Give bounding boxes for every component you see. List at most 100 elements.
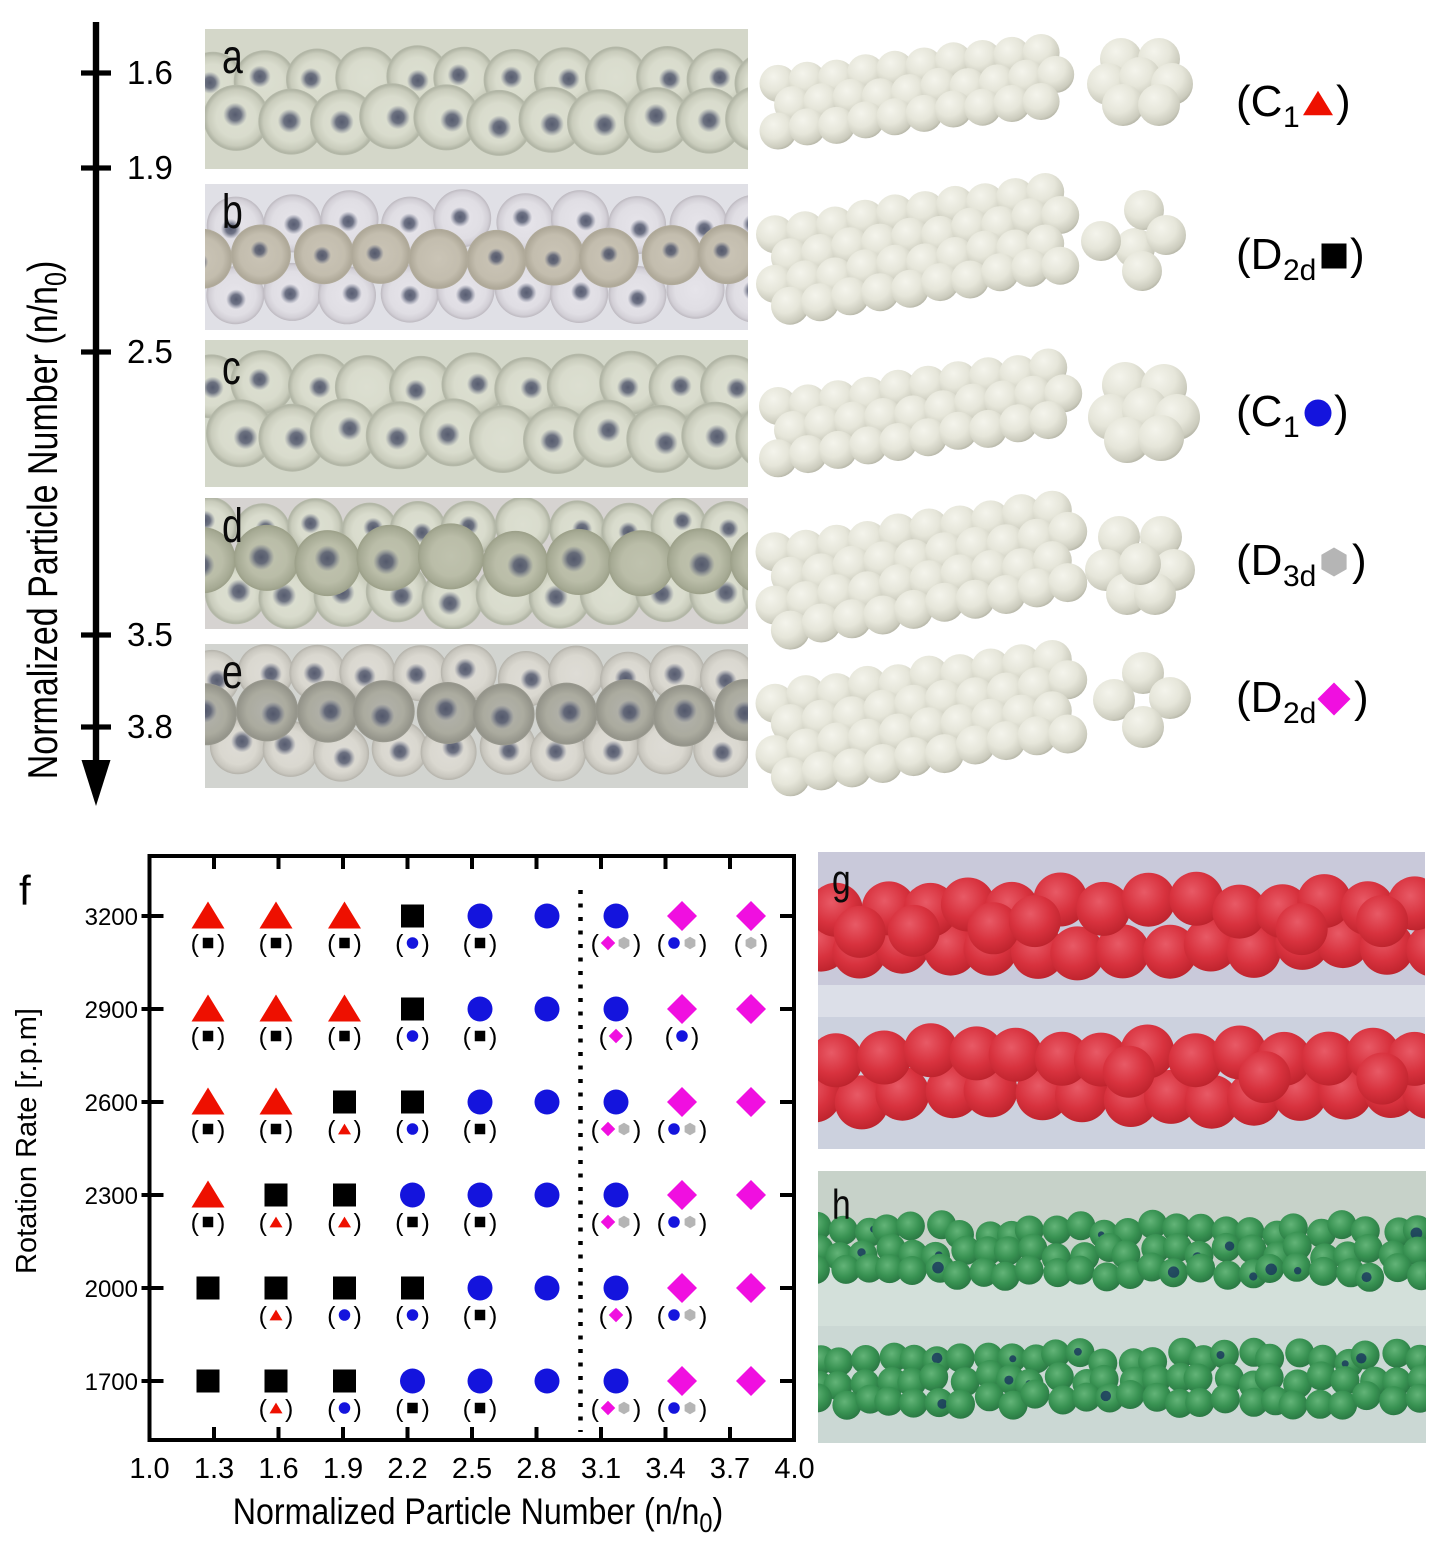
svg-text:1.0: 1.0 [129, 1453, 169, 1485]
svg-text:): ) [1352, 536, 1367, 585]
svg-text:3.5: 3.5 [127, 616, 173, 653]
svg-text:2900: 2900 [85, 997, 138, 1024]
svg-text:1.3: 1.3 [194, 1453, 234, 1485]
svg-text:): ) [422, 1023, 430, 1051]
svg-text:(D: (D [1236, 673, 1282, 722]
svg-text:3.8: 3.8 [127, 708, 173, 745]
svg-text:c: c [222, 342, 241, 396]
svg-text:): ) [1334, 387, 1349, 436]
svg-text:1.6: 1.6 [258, 1453, 298, 1485]
svg-text:(: ( [191, 1116, 200, 1144]
svg-text:(D: (D [1236, 230, 1282, 279]
svg-text:): ) [489, 1395, 497, 1423]
svg-text:h: h [832, 1183, 851, 1229]
svg-text:(: ( [591, 1116, 600, 1144]
svg-text:1.6: 1.6 [127, 54, 173, 91]
svg-text:(: ( [657, 1116, 666, 1144]
svg-text:(: ( [327, 930, 336, 958]
svg-text:(: ( [463, 1209, 472, 1237]
svg-text:1.9: 1.9 [323, 1453, 363, 1485]
svg-text:(: ( [463, 1116, 472, 1144]
svg-text:): ) [285, 1395, 293, 1423]
svg-text:(: ( [191, 1209, 200, 1237]
svg-text:(: ( [463, 930, 472, 958]
svg-text:(: ( [395, 1209, 404, 1237]
svg-text:d: d [222, 500, 243, 554]
svg-text:2d: 2d [1283, 697, 1316, 730]
svg-text:2600: 2600 [85, 1090, 138, 1117]
svg-text:(: ( [327, 1209, 336, 1237]
svg-text:): ) [422, 1209, 430, 1237]
svg-text:Rotation Rate [r.p.m]: Rotation Rate [r.p.m] [11, 1008, 43, 1274]
svg-text:(: ( [259, 1023, 268, 1051]
svg-text:g: g [832, 858, 851, 904]
svg-text:(: ( [395, 930, 404, 958]
svg-text:(: ( [463, 1395, 472, 1423]
svg-text:(: ( [259, 1209, 268, 1237]
svg-text:(: ( [259, 930, 268, 958]
svg-text:): ) [489, 1116, 497, 1144]
svg-text:): ) [285, 1023, 293, 1051]
svg-text:(: ( [657, 1209, 666, 1237]
svg-text:(: ( [657, 930, 666, 958]
svg-text:(: ( [591, 1209, 600, 1237]
svg-text:): ) [699, 1209, 707, 1237]
svg-text:1: 1 [1283, 411, 1300, 444]
svg-text:): ) [354, 1302, 362, 1330]
svg-text:): ) [285, 930, 293, 958]
svg-text:): ) [1350, 230, 1365, 279]
svg-text:): ) [422, 930, 430, 958]
svg-text:4.0: 4.0 [774, 1453, 814, 1485]
svg-text:(: ( [191, 930, 200, 958]
svg-text:3.7: 3.7 [710, 1453, 750, 1485]
svg-text:(: ( [395, 1023, 404, 1051]
svg-text:3d: 3d [1283, 560, 1316, 593]
svg-text:): ) [354, 930, 362, 958]
svg-text:(: ( [657, 1302, 666, 1330]
svg-text:3.4: 3.4 [645, 1453, 685, 1485]
svg-text:(: ( [191, 1023, 200, 1051]
svg-text:(: ( [395, 1302, 404, 1330]
svg-text:(: ( [463, 1023, 472, 1051]
svg-text:2.5: 2.5 [452, 1453, 492, 1485]
svg-text:f: f [19, 867, 31, 914]
svg-text:): ) [633, 1209, 641, 1237]
svg-text:(: ( [259, 1116, 268, 1144]
svg-text:3200: 3200 [85, 904, 138, 931]
svg-text:): ) [422, 1116, 430, 1144]
svg-text:): ) [217, 1116, 225, 1144]
svg-text:): ) [217, 1023, 225, 1051]
svg-text:(: ( [591, 930, 600, 958]
svg-text:): ) [354, 1395, 362, 1423]
svg-text:): ) [633, 1395, 641, 1423]
svg-text:): ) [699, 1302, 707, 1330]
svg-text:): ) [354, 1116, 362, 1144]
svg-text:): ) [489, 1023, 497, 1051]
svg-text:): ) [354, 1209, 362, 1237]
svg-text:): ) [354, 1023, 362, 1051]
svg-text:2.2: 2.2 [387, 1453, 427, 1485]
svg-text:): ) [760, 930, 768, 958]
svg-text:a: a [222, 31, 243, 85]
svg-text:e: e [222, 646, 243, 700]
svg-text:Normalized Particle Number (n/: Normalized Particle Number (n/n0) [233, 1492, 723, 1538]
svg-text:(: ( [665, 1023, 674, 1051]
svg-text:): ) [1336, 77, 1351, 126]
svg-text:2.8: 2.8 [516, 1453, 556, 1485]
svg-text:): ) [285, 1209, 293, 1237]
svg-text:2.5: 2.5 [127, 333, 173, 370]
svg-text:1: 1 [1283, 101, 1300, 134]
svg-text:(: ( [327, 1395, 336, 1423]
svg-text:(C: (C [1236, 387, 1282, 436]
svg-text:(: ( [395, 1395, 404, 1423]
svg-text:2d: 2d [1283, 254, 1316, 287]
svg-text:(: ( [734, 930, 743, 958]
svg-text:2000: 2000 [85, 1276, 138, 1303]
svg-text:(: ( [327, 1302, 336, 1330]
svg-text:): ) [489, 1209, 497, 1237]
svg-text:): ) [633, 930, 641, 958]
svg-text:): ) [699, 1116, 707, 1144]
svg-text:): ) [699, 1395, 707, 1423]
svg-text:): ) [422, 1395, 430, 1423]
svg-text:): ) [691, 1023, 699, 1051]
